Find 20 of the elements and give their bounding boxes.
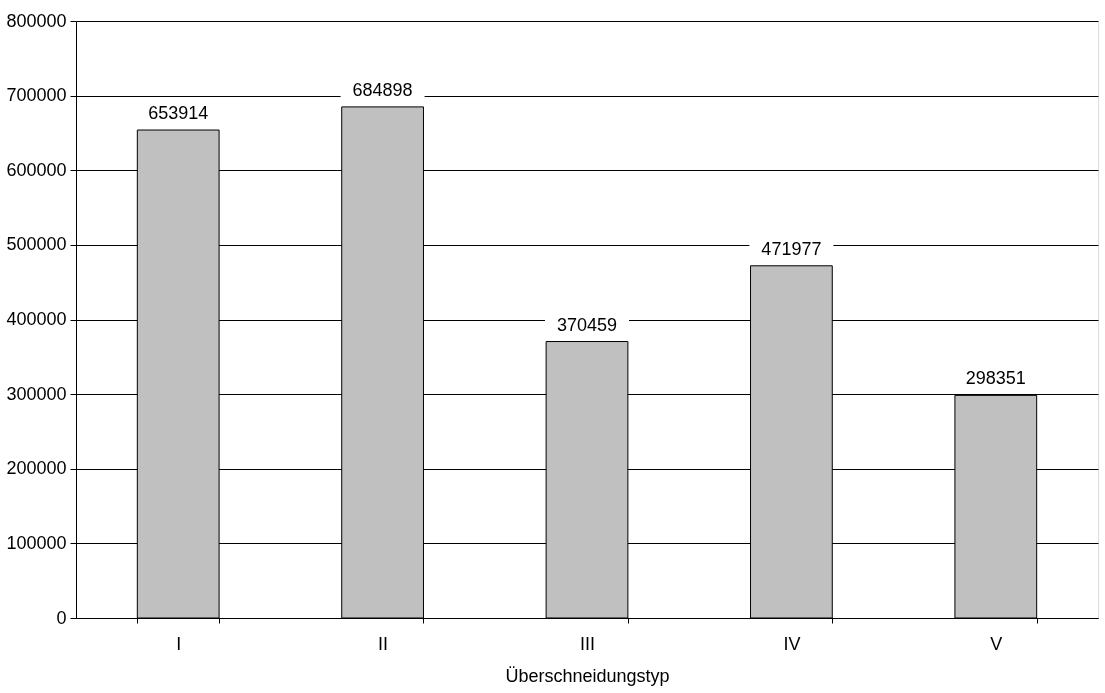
- y-tick-label: 300000: [6, 383, 67, 404]
- data-label: 653914: [148, 103, 209, 124]
- y-tick-label: 100000: [6, 532, 67, 553]
- data-label: 684898: [352, 79, 413, 100]
- y-tick-label: 200000: [6, 458, 67, 479]
- y-tick-label: 0: [56, 607, 67, 628]
- y-tick-label: 400000: [6, 309, 67, 329]
- y-tick-label: 800000: [6, 10, 67, 31]
- x-tick-label: V: [990, 633, 1003, 654]
- x-tick-label: I: [176, 633, 182, 654]
- x-axis-title: Überschneidungstyp: [505, 665, 670, 686]
- y-tick-label: 600000: [6, 159, 67, 180]
- data-label: 298351: [965, 368, 1026, 389]
- data-label: 370459: [556, 314, 618, 335]
- x-tick-label: IV: [783, 633, 801, 654]
- data-label: 471977: [761, 238, 822, 259]
- y-tick-label: 500000: [6, 234, 67, 255]
- x-tick-label: III: [579, 633, 596, 654]
- y-tick-label: 700000: [6, 85, 67, 106]
- x-tick-label: II: [378, 633, 389, 654]
